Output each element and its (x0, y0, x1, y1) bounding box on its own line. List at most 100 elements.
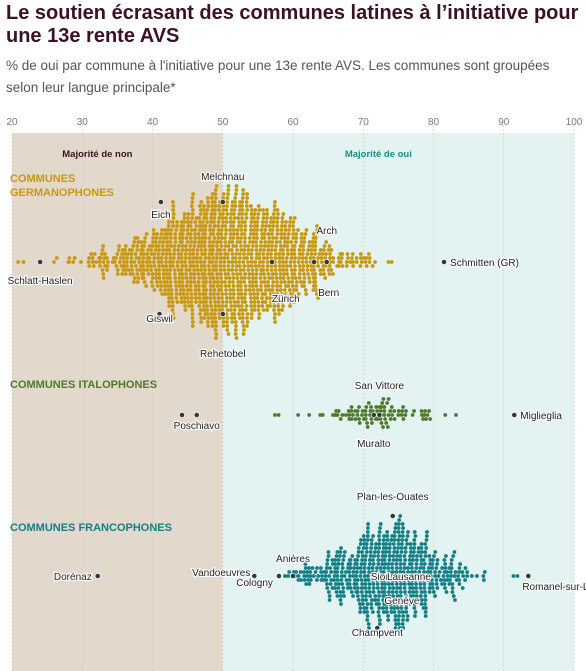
data-point (288, 264, 293, 268)
data-point (285, 248, 290, 252)
data-point (423, 598, 428, 602)
data-point (364, 542, 369, 546)
group-label: COMMUNES GERMANOPHONES (10, 173, 114, 199)
data-point (172, 256, 176, 260)
data-point (336, 582, 341, 586)
data-point (160, 292, 165, 296)
data-point (189, 296, 194, 300)
data-point (185, 288, 190, 292)
data-point (399, 582, 403, 586)
data-point (238, 316, 242, 320)
data-point (303, 232, 308, 236)
data-point (242, 256, 247, 260)
data-point (266, 248, 271, 252)
data-point (221, 220, 226, 224)
data-point (219, 244, 224, 248)
data-point (256, 204, 261, 208)
data-point (231, 220, 236, 224)
data-point (364, 550, 369, 554)
data-point (267, 240, 271, 244)
data-point (133, 252, 138, 256)
highlight-point (37, 259, 43, 265)
data-point (250, 268, 255, 272)
data-point (280, 216, 285, 220)
data-point (402, 554, 407, 558)
data-point (125, 256, 130, 260)
data-point (272, 308, 276, 312)
data-point (381, 542, 386, 546)
data-point (398, 514, 403, 518)
data-point (238, 280, 243, 284)
data-point (259, 272, 263, 276)
data-point (144, 260, 149, 264)
highlight-label: Anières (276, 554, 310, 565)
data-point (381, 610, 386, 614)
data-point (209, 196, 214, 200)
data-point (114, 256, 118, 260)
data-point (347, 582, 352, 586)
data-point (167, 304, 172, 308)
data-point (198, 204, 202, 208)
data-point (213, 300, 218, 304)
data-point (273, 413, 277, 417)
data-point (223, 252, 227, 256)
data-point (228, 236, 233, 240)
data-point (234, 264, 239, 268)
data-point (277, 252, 282, 256)
data-point (281, 212, 286, 216)
data-point (394, 566, 399, 570)
data-point (261, 252, 266, 256)
data-point (67, 256, 72, 260)
data-point (132, 240, 137, 244)
data-point (356, 546, 361, 550)
data-point (286, 232, 291, 236)
data-point (208, 280, 213, 284)
data-point (433, 570, 438, 574)
data-point (392, 550, 397, 554)
data-point (456, 574, 460, 578)
data-point (325, 582, 329, 586)
data-point (311, 256, 316, 260)
data-point (228, 228, 232, 232)
highlight-label: Cologny (236, 578, 273, 589)
data-point (399, 413, 404, 417)
data-point (360, 594, 365, 598)
data-point (265, 260, 270, 264)
data-point (296, 228, 300, 232)
data-point (190, 312, 195, 316)
data-point (264, 220, 269, 224)
data-point (216, 300, 221, 304)
data-point (195, 252, 200, 256)
data-point (187, 248, 192, 252)
data-point (227, 280, 232, 284)
data-point (284, 296, 289, 300)
data-point (419, 602, 424, 606)
data-point (239, 276, 244, 280)
data-point (402, 582, 407, 586)
data-point (458, 562, 463, 566)
data-point (274, 244, 278, 248)
data-point (261, 216, 266, 220)
data-point (339, 546, 343, 550)
data-point (410, 578, 415, 582)
data-point (372, 550, 377, 554)
data-point (416, 598, 421, 602)
data-point (210, 320, 215, 324)
data-point (263, 288, 268, 292)
data-point (419, 562, 424, 566)
data-point (394, 590, 399, 594)
data-point (344, 578, 349, 582)
chart-title: Le soutien écrasant des communes latines… (6, 2, 579, 47)
data-point (340, 582, 345, 586)
data-point (216, 292, 220, 296)
data-point (122, 260, 127, 264)
data-point (394, 562, 399, 566)
data-point (228, 308, 233, 312)
data-point (150, 284, 155, 288)
highlight-point (370, 412, 377, 418)
data-point (190, 212, 195, 216)
data-point (419, 598, 424, 602)
data-point (434, 566, 439, 570)
data-point (260, 292, 265, 296)
data-point (249, 304, 254, 308)
